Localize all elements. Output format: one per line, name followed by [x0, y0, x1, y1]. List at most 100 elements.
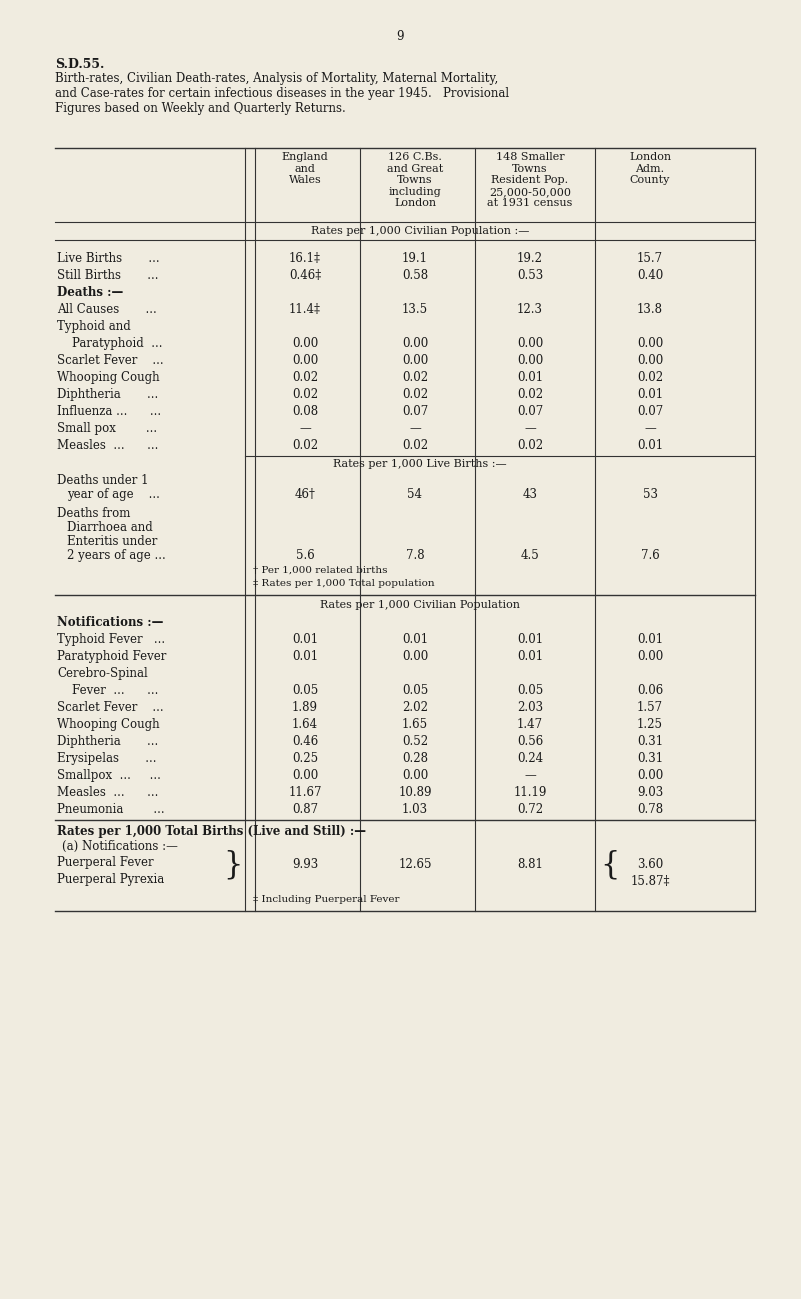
Text: Deaths from: Deaths from: [57, 507, 131, 520]
Text: Measles  ...      ...: Measles ... ...: [57, 439, 159, 452]
Text: year of age    ...: year of age ...: [67, 488, 160, 501]
Text: Rates per 1,000 Civilian Population :—: Rates per 1,000 Civilian Population :—: [311, 226, 529, 236]
Text: —: —: [409, 422, 421, 435]
Text: 12.3: 12.3: [517, 303, 543, 316]
Text: 0.07: 0.07: [637, 405, 663, 418]
Text: 0.46‡: 0.46‡: [289, 269, 321, 282]
Text: 0.52: 0.52: [402, 735, 428, 748]
Text: 126 C.Bs.
and Great
Towns
including
London: 126 C.Bs. and Great Towns including Lond…: [387, 152, 443, 208]
Text: 0.00: 0.00: [637, 355, 663, 368]
Text: 0.02: 0.02: [517, 439, 543, 452]
Text: 0.05: 0.05: [292, 685, 318, 698]
Text: —: —: [644, 422, 656, 435]
Text: 0.72: 0.72: [517, 803, 543, 816]
Text: 12.65: 12.65: [398, 859, 432, 872]
Text: Fever  ...      ...: Fever ... ...: [57, 685, 159, 698]
Text: S.D.55.: S.D.55.: [55, 58, 104, 71]
Text: Pneumonia        ...: Pneumonia ...: [57, 803, 165, 816]
Text: 2 years of age ...: 2 years of age ...: [67, 549, 166, 562]
Text: 0.01: 0.01: [637, 388, 663, 401]
Text: 0.00: 0.00: [292, 355, 318, 368]
Text: 13.5: 13.5: [402, 303, 428, 316]
Text: 0.02: 0.02: [402, 372, 428, 385]
Text: 0.00: 0.00: [637, 336, 663, 349]
Text: Puerperal Pyrexia: Puerperal Pyrexia: [57, 873, 164, 886]
Text: }: }: [223, 850, 243, 879]
Text: Live Births       ...: Live Births ...: [57, 252, 159, 265]
Text: 9.93: 9.93: [292, 859, 318, 872]
Text: 54: 54: [408, 488, 422, 501]
Text: 9.03: 9.03: [637, 786, 663, 799]
Text: 0.02: 0.02: [292, 439, 318, 452]
Text: Deaths under 1: Deaths under 1: [57, 474, 148, 487]
Text: 0.01: 0.01: [517, 650, 543, 662]
Text: 11.67: 11.67: [288, 786, 322, 799]
Text: Typhoid Fever   ...: Typhoid Fever ...: [57, 633, 165, 646]
Text: 0.25: 0.25: [292, 752, 318, 765]
Text: 0.01: 0.01: [402, 633, 428, 646]
Text: 15.7: 15.7: [637, 252, 663, 265]
Text: London
Adm.
County: London Adm. County: [629, 152, 671, 186]
Text: Typhoid and: Typhoid and: [57, 320, 131, 333]
Text: England
and
Wales: England and Wales: [282, 152, 328, 186]
Text: 0.00: 0.00: [402, 355, 428, 368]
Text: 46†: 46†: [295, 488, 316, 501]
Text: Enteritis under: Enteritis under: [67, 535, 157, 548]
Text: Scarlet Fever    ...: Scarlet Fever ...: [57, 701, 163, 714]
Text: 0.01: 0.01: [517, 372, 543, 385]
Text: 0.05: 0.05: [402, 685, 428, 698]
Text: 43: 43: [522, 488, 537, 501]
Text: Rates per 1,000 Civilian Population: Rates per 1,000 Civilian Population: [320, 600, 520, 611]
Text: 148 Smaller
Towns
Resident Pop.
25,000-50,000
at 1931 census: 148 Smaller Towns Resident Pop. 25,000-5…: [487, 152, 573, 208]
Text: 11.4‡: 11.4‡: [289, 303, 321, 316]
Text: Scarlet Fever    ...: Scarlet Fever ...: [57, 355, 163, 368]
Text: 7.6: 7.6: [641, 549, 659, 562]
Text: 0.05: 0.05: [517, 685, 543, 698]
Text: 0.56: 0.56: [517, 735, 543, 748]
Text: 0.58: 0.58: [402, 269, 428, 282]
Text: 1.57: 1.57: [637, 701, 663, 714]
Text: 0.08: 0.08: [292, 405, 318, 418]
Text: 0.53: 0.53: [517, 269, 543, 282]
Text: 1.64: 1.64: [292, 718, 318, 731]
Text: Small pox        ...: Small pox ...: [57, 422, 157, 435]
Text: Influenza ...      ...: Influenza ... ...: [57, 405, 161, 418]
Text: 0.00: 0.00: [517, 355, 543, 368]
Text: 4.5: 4.5: [521, 549, 539, 562]
Text: 0.00: 0.00: [292, 769, 318, 782]
Text: 0.07: 0.07: [402, 405, 428, 418]
Text: {: {: [600, 850, 619, 879]
Text: Measles  ...      ...: Measles ... ...: [57, 786, 159, 799]
Text: Paratyphoid  ...: Paratyphoid ...: [57, 336, 163, 349]
Text: Whooping Cough: Whooping Cough: [57, 718, 159, 731]
Text: 1.89: 1.89: [292, 701, 318, 714]
Text: 0.00: 0.00: [637, 650, 663, 662]
Text: Diphtheria       ...: Diphtheria ...: [57, 735, 159, 748]
Text: 0.02: 0.02: [292, 372, 318, 385]
Text: 0.00: 0.00: [402, 650, 428, 662]
Text: Paratyphoid Fever: Paratyphoid Fever: [57, 650, 167, 662]
Text: 9: 9: [396, 30, 404, 43]
Text: 2.02: 2.02: [402, 701, 428, 714]
Text: All Causes       ...: All Causes ...: [57, 303, 157, 316]
Text: 0.02: 0.02: [517, 388, 543, 401]
Text: Cerebro-Spinal: Cerebro-Spinal: [57, 666, 147, 679]
Text: Smallpox  ...     ...: Smallpox ... ...: [57, 769, 161, 782]
Text: 0.31: 0.31: [637, 735, 663, 748]
Text: Whooping Cough: Whooping Cough: [57, 372, 159, 385]
Text: 53: 53: [642, 488, 658, 501]
Text: —: —: [524, 769, 536, 782]
Text: 0.46: 0.46: [292, 735, 318, 748]
Text: —: —: [299, 422, 311, 435]
Text: —: —: [524, 422, 536, 435]
Text: 5.6: 5.6: [296, 549, 314, 562]
Text: Birth-rates, Civilian Death-rates, Analysis of Mortality, Maternal Mortality,
an: Birth-rates, Civilian Death-rates, Analy…: [55, 71, 509, 116]
Text: 15.87‡: 15.87‡: [630, 876, 670, 889]
Text: 0.40: 0.40: [637, 269, 663, 282]
Text: 0.07: 0.07: [517, 405, 543, 418]
Text: 0.87: 0.87: [292, 803, 318, 816]
Text: 0.78: 0.78: [637, 803, 663, 816]
Text: 16.1‡: 16.1‡: [289, 252, 321, 265]
Text: Diarrhoea and: Diarrhoea and: [67, 521, 153, 534]
Text: 0.00: 0.00: [637, 769, 663, 782]
